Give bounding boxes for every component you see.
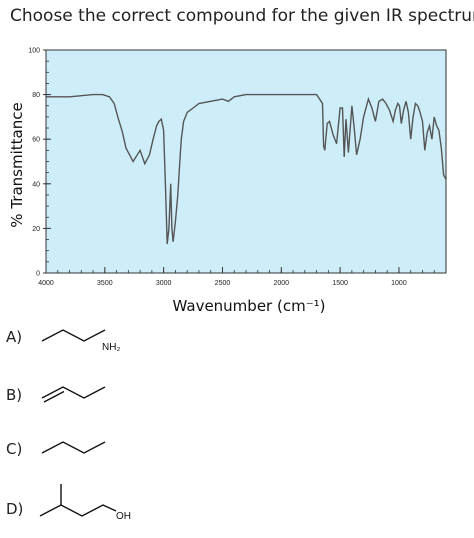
butane-structure bbox=[41, 441, 106, 454]
y-tick-label: 0 bbox=[36, 271, 40, 278]
x-tick-label: 3000 bbox=[156, 280, 172, 287]
x-tick-label: 2000 bbox=[274, 280, 290, 287]
option-letter: C) bbox=[6, 440, 23, 458]
y-tick-label: 80 bbox=[32, 92, 40, 99]
question-text: Choose the correct compound for the give… bbox=[10, 6, 474, 26]
option-a[interactable]: A) NH₂ bbox=[0, 318, 474, 378]
butene-structure bbox=[41, 386, 106, 403]
x-tick-label: 3500 bbox=[97, 280, 113, 287]
plot-area bbox=[46, 50, 446, 273]
x-tick-label: 2500 bbox=[215, 280, 231, 287]
isopentanol-structure: OH bbox=[39, 484, 131, 522]
x-tick-label: 1500 bbox=[332, 280, 348, 287]
option-letter: D) bbox=[6, 500, 24, 518]
ir-spectrum-chart: 4000 3500 3000 2500 2000 1500 1000 0 20 40 60 80 100… bbox=[8, 48, 447, 315]
x-tick-label: 4000 bbox=[38, 280, 54, 287]
structure-label: NH₂ bbox=[102, 342, 120, 353]
y-tick-label: 60 bbox=[32, 137, 40, 144]
option-d[interactable]: D) OH bbox=[0, 478, 474, 538]
y-tick-label: 20 bbox=[32, 226, 40, 233]
option-b[interactable]: B) bbox=[0, 380, 474, 440]
y-tick-label: 100 bbox=[28, 48, 40, 55]
spectrum-line bbox=[46, 93, 447, 245]
x-tick-label: 1000 bbox=[391, 280, 407, 287]
butylamine-structure: NH₂ bbox=[41, 329, 120, 353]
option-letter: A) bbox=[6, 328, 23, 346]
y-tick-label: 40 bbox=[32, 181, 40, 188]
structure-label: OH bbox=[116, 511, 131, 522]
option-letter: B) bbox=[6, 386, 23, 404]
plot-frame bbox=[45, 49, 447, 274]
x-axis-label: Wavenumber (cm⁻¹) bbox=[173, 297, 326, 315]
option-c[interactable]: C) bbox=[0, 438, 474, 498]
y-axis-label: % Transmittance bbox=[8, 102, 26, 227]
